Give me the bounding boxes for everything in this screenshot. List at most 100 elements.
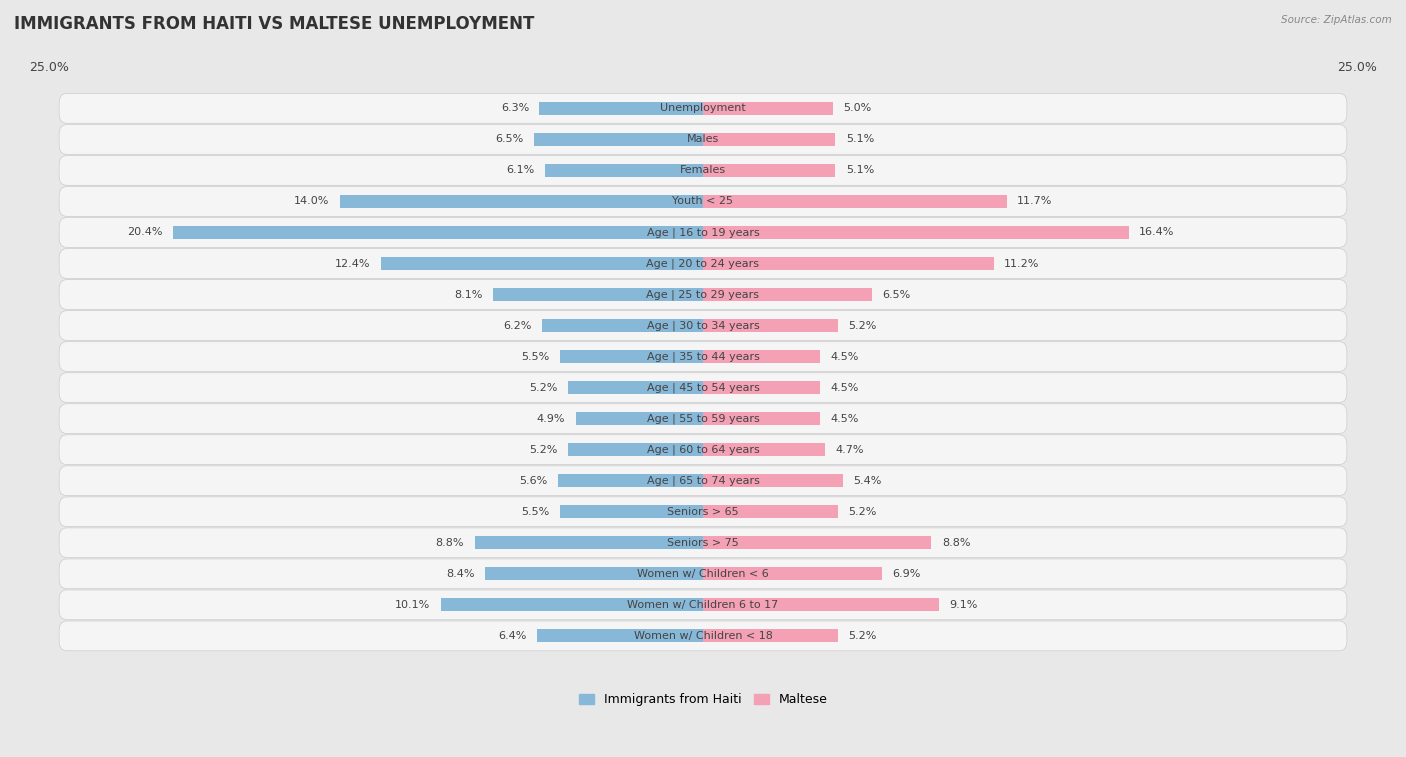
Text: 16.4%: 16.4% [1139, 227, 1174, 238]
Text: Source: ZipAtlas.com: Source: ZipAtlas.com [1281, 15, 1392, 25]
Text: 5.1%: 5.1% [846, 135, 875, 145]
Text: 5.2%: 5.2% [848, 506, 877, 517]
Bar [568, 381, 703, 394]
Bar [703, 133, 835, 146]
Text: 8.1%: 8.1% [454, 289, 482, 300]
FancyBboxPatch shape [59, 559, 1347, 589]
Bar [339, 195, 703, 208]
Text: Age | 60 to 64 years: Age | 60 to 64 years [647, 444, 759, 455]
FancyBboxPatch shape [59, 403, 1347, 434]
Text: Age | 25 to 29 years: Age | 25 to 29 years [647, 289, 759, 300]
FancyBboxPatch shape [59, 528, 1347, 558]
Text: Age | 16 to 19 years: Age | 16 to 19 years [647, 227, 759, 238]
Text: 4.5%: 4.5% [830, 382, 859, 393]
Text: IMMIGRANTS FROM HAITI VS MALTESE UNEMPLOYMENT: IMMIGRANTS FROM HAITI VS MALTESE UNEMPLO… [14, 15, 534, 33]
Text: 11.7%: 11.7% [1017, 197, 1053, 207]
Text: 6.3%: 6.3% [501, 104, 529, 114]
Text: Age | 55 to 59 years: Age | 55 to 59 years [647, 413, 759, 424]
FancyBboxPatch shape [59, 155, 1347, 185]
Bar [560, 505, 703, 519]
Bar [703, 102, 832, 115]
Text: 14.0%: 14.0% [294, 197, 329, 207]
Text: 9.1%: 9.1% [949, 600, 979, 610]
Text: 6.4%: 6.4% [498, 631, 526, 641]
Text: 4.7%: 4.7% [835, 444, 863, 455]
Text: Seniors > 65: Seniors > 65 [668, 506, 738, 517]
Text: 4.5%: 4.5% [830, 413, 859, 424]
Text: Age | 35 to 44 years: Age | 35 to 44 years [647, 351, 759, 362]
FancyBboxPatch shape [59, 435, 1347, 465]
Text: Youth < 25: Youth < 25 [672, 197, 734, 207]
Bar [534, 133, 703, 146]
Text: Unemployment: Unemployment [661, 104, 745, 114]
Bar [173, 226, 703, 239]
Bar [703, 350, 820, 363]
Bar [703, 412, 820, 425]
FancyBboxPatch shape [59, 621, 1347, 651]
FancyBboxPatch shape [59, 279, 1347, 310]
Bar [703, 629, 838, 643]
Text: 10.1%: 10.1% [395, 600, 430, 610]
Text: 6.5%: 6.5% [495, 135, 524, 145]
FancyBboxPatch shape [59, 466, 1347, 496]
Text: Age | 30 to 34 years: Age | 30 to 34 years [647, 320, 759, 331]
Text: Age | 45 to 54 years: Age | 45 to 54 years [647, 382, 759, 393]
Bar [540, 102, 703, 115]
Text: 5.2%: 5.2% [848, 320, 877, 331]
FancyBboxPatch shape [59, 217, 1347, 248]
Text: 6.1%: 6.1% [506, 166, 534, 176]
Text: Seniors > 75: Seniors > 75 [666, 537, 740, 548]
Bar [703, 381, 820, 394]
Text: 5.1%: 5.1% [846, 166, 875, 176]
Bar [558, 474, 703, 488]
Text: Females: Females [681, 166, 725, 176]
Text: 5.2%: 5.2% [529, 444, 558, 455]
FancyBboxPatch shape [59, 93, 1347, 123]
Bar [703, 598, 939, 612]
Text: Women w/ Children < 18: Women w/ Children < 18 [634, 631, 772, 641]
Bar [560, 350, 703, 363]
Text: 4.5%: 4.5% [830, 351, 859, 362]
Bar [703, 195, 1007, 208]
Text: Age | 20 to 24 years: Age | 20 to 24 years [647, 258, 759, 269]
Text: 25.0%: 25.0% [1337, 61, 1378, 73]
Bar [703, 257, 994, 270]
Bar [568, 443, 703, 456]
Text: 6.9%: 6.9% [893, 569, 921, 579]
Text: 5.5%: 5.5% [522, 506, 550, 517]
Text: 8.8%: 8.8% [942, 537, 970, 548]
Text: 5.0%: 5.0% [844, 104, 872, 114]
Bar [485, 567, 703, 581]
Text: 5.2%: 5.2% [529, 382, 558, 393]
Text: 11.2%: 11.2% [1004, 258, 1039, 269]
Legend: Immigrants from Haiti, Maltese: Immigrants from Haiti, Maltese [574, 688, 832, 712]
Text: 4.9%: 4.9% [537, 413, 565, 424]
Bar [543, 319, 703, 332]
Text: 20.4%: 20.4% [128, 227, 163, 238]
Text: 6.5%: 6.5% [882, 289, 911, 300]
Text: 8.8%: 8.8% [436, 537, 464, 548]
Text: Age | 65 to 74 years: Age | 65 to 74 years [647, 475, 759, 486]
Text: 5.5%: 5.5% [522, 351, 550, 362]
Text: 5.2%: 5.2% [848, 631, 877, 641]
FancyBboxPatch shape [59, 497, 1347, 527]
Bar [537, 629, 703, 643]
Bar [544, 164, 703, 177]
FancyBboxPatch shape [59, 124, 1347, 154]
Bar [703, 536, 931, 550]
Bar [475, 536, 703, 550]
Text: 12.4%: 12.4% [335, 258, 371, 269]
Text: 8.4%: 8.4% [446, 569, 475, 579]
Bar [703, 288, 872, 301]
Bar [576, 412, 703, 425]
Bar [492, 288, 703, 301]
Bar [381, 257, 703, 270]
Text: 5.4%: 5.4% [853, 475, 882, 486]
FancyBboxPatch shape [59, 341, 1347, 372]
FancyBboxPatch shape [59, 310, 1347, 341]
Bar [703, 443, 825, 456]
Text: 5.6%: 5.6% [519, 475, 547, 486]
Bar [703, 226, 1129, 239]
FancyBboxPatch shape [59, 372, 1347, 403]
Text: Women w/ Children < 6: Women w/ Children < 6 [637, 569, 769, 579]
